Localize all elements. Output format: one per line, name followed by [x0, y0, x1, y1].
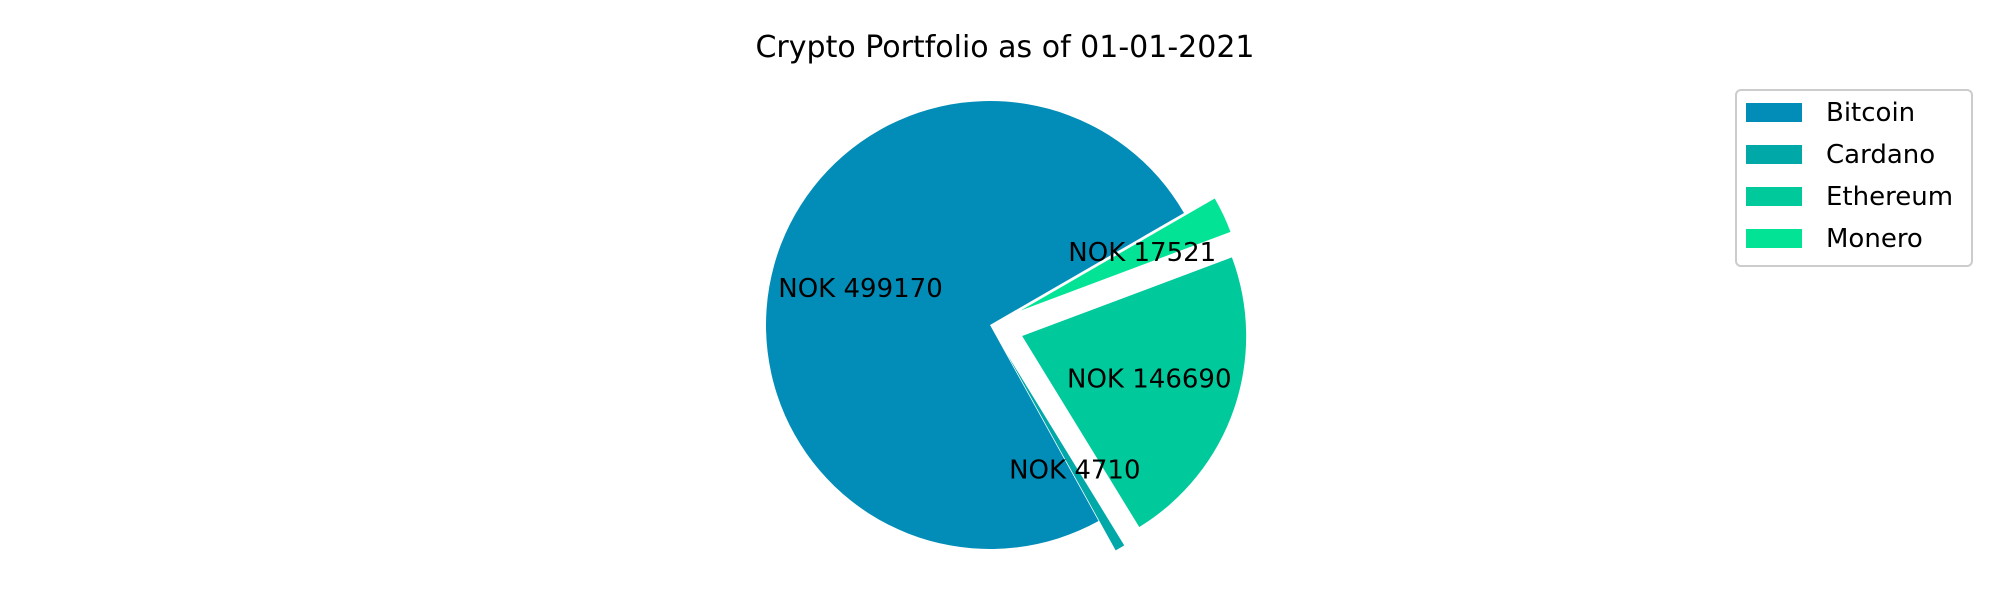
slice-label-monero: NOK 17521: [1068, 238, 1216, 268]
legend-items: Bitcoin Cardano Ethereum Monero: [1746, 98, 1953, 254]
legend-label-monero: Monero: [1826, 224, 1923, 254]
pie-slice-cardano: [1007, 354, 1125, 551]
legend: Bitcoin Cardano Ethereum Monero: [1735, 89, 1973, 267]
legend-swatch-bitcoin: [1746, 103, 1802, 122]
legend-label-bitcoin: Bitcoin: [1826, 98, 1915, 128]
slice-label-ethereum: NOK 146690: [1067, 365, 1231, 395]
legend-label-ethereum: Ethereum: [1826, 182, 1953, 212]
pie-slice-monero: [1020, 198, 1231, 311]
pie-slice-ethereum: [1022, 257, 1247, 528]
legend-swatch-ethereum: [1746, 187, 1802, 206]
pie-slices: [766, 100, 1247, 551]
chart-title: Crypto Portfolio as of 01-01-2021: [755, 30, 1254, 65]
pie-slice-labels: NOK 499170 NOK 4710 NOK 146690 NOK 17521: [778, 238, 1231, 485]
slice-label-cardano: NOK 4710: [1009, 455, 1140, 485]
legend-frame: [1735, 89, 1973, 267]
legend-swatch-cardano: [1746, 145, 1802, 164]
slice-label-bitcoin: NOK 499170: [778, 274, 942, 304]
pie-slice-bitcoin: [766, 100, 1184, 549]
legend-swatch-monero: [1746, 229, 1802, 248]
legend-label-cardano: Cardano: [1826, 140, 1935, 170]
